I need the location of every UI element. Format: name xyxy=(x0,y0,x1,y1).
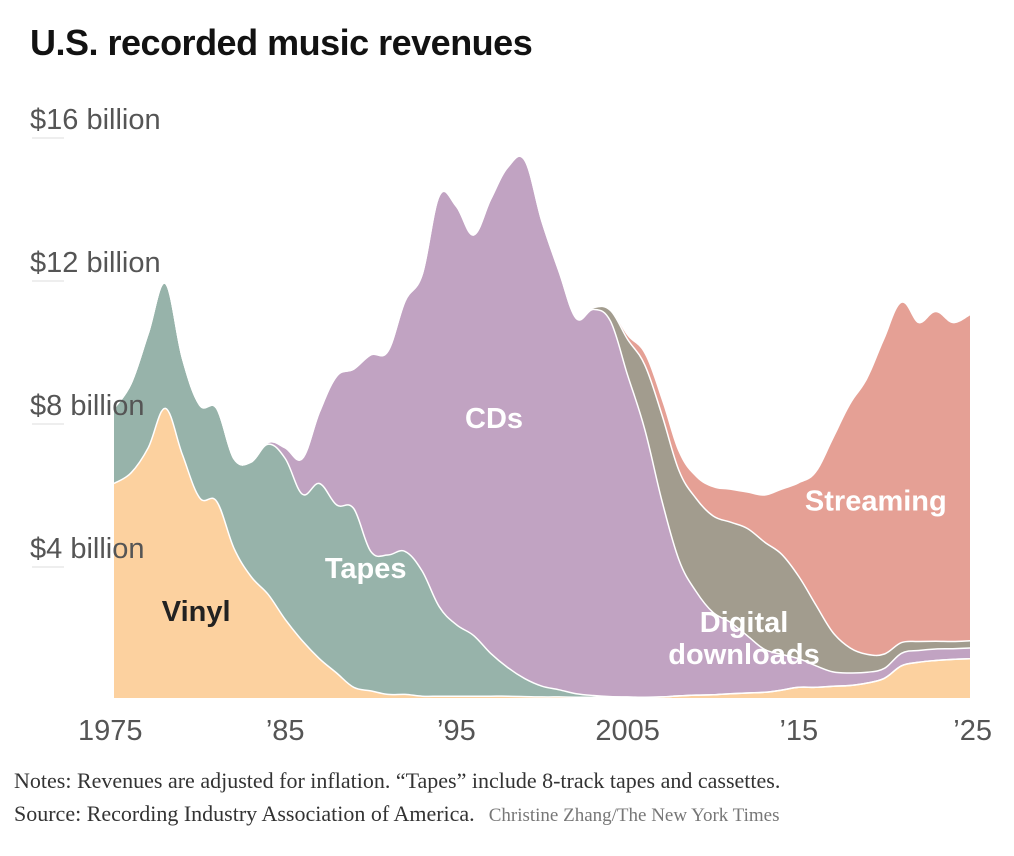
y-gridlines xyxy=(32,137,64,568)
x-tick-label: 2005 xyxy=(595,715,660,747)
y-tick-label: $4 billion xyxy=(30,533,144,565)
series-label-vinyl: Vinyl xyxy=(162,596,231,628)
y-tick-label: $8 billion xyxy=(30,390,144,422)
area-tapes xyxy=(114,282,970,698)
area-streaming xyxy=(114,156,970,656)
x-tick-label: ’85 xyxy=(266,715,305,747)
notes-block: Notes: Revenues are adjusted for inflati… xyxy=(14,764,1004,832)
y-tick-label: $16 billion xyxy=(30,104,161,136)
stacked-area-chart: $4 billion $8 billion $12 billion $16 billi… xyxy=(30,104,992,747)
source-text: Source: Recording Industry Association o… xyxy=(14,801,475,826)
x-tick-labels: 1975 ’85 ’95 2005 ’15 ’25 xyxy=(78,715,992,747)
boundary-digital-downloads xyxy=(113,155,971,657)
series-label-digital-downloads: downloads xyxy=(668,639,819,671)
x-tick-label: ’25 xyxy=(953,715,992,747)
series-label-tapes: Tapes xyxy=(325,553,407,585)
area-cds xyxy=(114,156,970,698)
x-tick-label: ’95 xyxy=(437,715,476,747)
x-tick-label: ’15 xyxy=(779,715,818,747)
area-digital-downloads xyxy=(114,156,970,674)
chart-title: U.S. recorded music revenues xyxy=(30,22,533,63)
y-tick-labels: $4 billion $8 billion $12 billion $16 billi… xyxy=(30,104,161,565)
y-tick-label: $12 billion xyxy=(30,247,161,279)
series-label-digital-downloads: Digital xyxy=(700,607,789,639)
series-label-cds: CDs xyxy=(465,403,523,435)
notes-text: Notes: Revenues are adjusted for inflati… xyxy=(14,768,781,793)
series-label-streaming: Streaming xyxy=(805,485,947,517)
credit-text: Christine Zhang/The New York Times xyxy=(488,805,780,826)
x-tick-label: 1975 xyxy=(78,715,143,747)
area-vinyl xyxy=(114,408,970,698)
area-layer xyxy=(113,155,971,699)
source-line: Source: Recording Industry Association o… xyxy=(14,797,1004,832)
